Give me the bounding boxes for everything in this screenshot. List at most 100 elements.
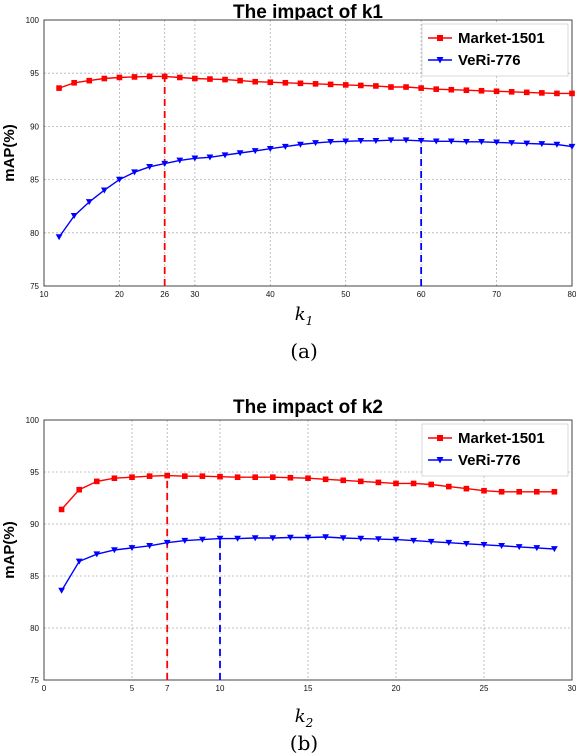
data-point [448,86,455,93]
data-point [56,85,62,91]
data-point [498,543,505,550]
data-point [252,78,258,85]
data-point [75,558,83,565]
x-tick-label: 10 [216,684,225,693]
data-point [55,234,63,241]
data-point [234,535,241,542]
data-point [128,545,136,552]
data-point [131,169,138,176]
data-point [161,160,169,167]
y-tick-label: 85 [30,572,39,581]
data-point [199,473,206,479]
x-tick-label: 20 [115,290,124,299]
y-axis-label: mAP(%) [1,521,18,579]
data-point [523,140,531,147]
data-point [94,478,100,485]
data-point [281,143,289,150]
data-point [463,139,470,146]
legend-marker [437,435,443,441]
data-point [410,480,417,487]
data-point [206,154,214,161]
data-point [375,479,382,486]
data-point [129,474,135,480]
data-point [163,539,171,546]
data-point [388,84,394,90]
data-point [100,187,108,194]
data-point [58,506,65,513]
data-point [568,143,576,150]
data-point [222,76,228,83]
data-point [427,538,435,545]
data-point [551,546,558,553]
x-tick-label: 5 [130,684,135,693]
data-point [410,537,417,544]
data-point [387,137,395,144]
data-point [192,75,198,82]
data-point [305,475,311,482]
y-tick-label: 90 [30,122,39,131]
chart-title: The impact of k2 [233,397,383,418]
x-axis-label: k1 [295,304,314,328]
data-point [554,90,560,97]
data-point [358,82,364,89]
data-point [237,77,243,84]
data-point [372,137,380,144]
data-point [111,475,118,482]
data-point [478,87,485,94]
data-point [392,536,400,543]
data-point [287,474,294,481]
x-tick-label: 20 [392,684,401,693]
data-point [234,474,241,480]
data-point [93,551,101,558]
data-point [538,141,546,148]
data-point [297,80,304,87]
data-point [463,540,470,547]
data-point [116,74,123,81]
x-tick-label: 60 [417,290,426,299]
data-point [327,81,334,88]
data-point [358,478,364,485]
data-point [217,473,223,480]
y-tick-label: 100 [26,416,40,425]
data-point [146,473,153,479]
data-point [146,73,153,80]
data-point [182,473,188,479]
data-point [322,476,329,483]
data-point [267,79,274,86]
data-point [161,73,168,80]
data-point [569,90,575,97]
data-point [393,480,399,487]
data-point [493,139,500,146]
data-point [340,477,346,484]
data-point [446,483,452,490]
legend-label: VeRi-776 [458,52,521,69]
data-point [339,535,347,542]
data-point [481,487,487,494]
data-point [236,150,244,157]
data-point [498,488,505,495]
data-point [478,139,485,146]
data-point [553,141,561,148]
legend-marker [436,57,444,64]
x-tick-label: 0 [42,684,47,693]
x-tick-label: 30 [190,290,199,299]
x-tick-label: 26 [160,290,169,299]
data-point [523,89,530,96]
figure-b: The impact of k2 0 5 7 10 15 20 25 30 75 80 85 90 95 1… [0,378,576,756]
data-point [251,535,259,542]
data-point [342,82,349,88]
x-tick-label: 30 [568,684,576,693]
data-point [101,75,108,82]
data-point [447,138,455,145]
data-point [164,472,170,479]
data-point [534,488,540,495]
data-point [417,137,425,144]
data-point [312,140,319,147]
data-point [199,536,206,543]
chart-b: The impact of k2 0 5 7 10 15 20 25 30 75 80 85 90 95 1… [1,397,576,755]
data-point [216,535,224,542]
data-point [508,140,516,147]
data-point [221,152,229,159]
data-point [357,137,365,144]
data-point [76,486,82,493]
